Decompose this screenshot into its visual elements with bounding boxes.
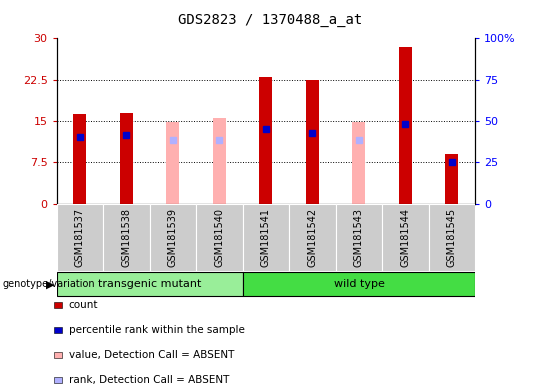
Text: GSM181540: GSM181540 bbox=[214, 208, 225, 266]
Bar bbox=[382, 204, 429, 271]
Bar bbox=[353, 122, 366, 204]
Bar bbox=[289, 204, 336, 271]
Text: GSM181541: GSM181541 bbox=[261, 208, 271, 266]
Text: wild type: wild type bbox=[334, 279, 384, 289]
Bar bbox=[196, 204, 242, 271]
Text: count: count bbox=[69, 300, 98, 310]
Bar bbox=[399, 46, 412, 204]
Text: value, Detection Call = ABSENT: value, Detection Call = ABSENT bbox=[69, 350, 234, 360]
Text: GSM181545: GSM181545 bbox=[447, 208, 457, 266]
Text: GSM181537: GSM181537 bbox=[75, 208, 85, 266]
Bar bbox=[166, 122, 179, 204]
Text: percentile rank within the sample: percentile rank within the sample bbox=[69, 325, 245, 335]
Text: rank, Detection Call = ABSENT: rank, Detection Call = ABSENT bbox=[69, 375, 229, 384]
Bar bbox=[57, 204, 103, 271]
Bar bbox=[306, 79, 319, 204]
Bar bbox=[103, 204, 150, 271]
Bar bbox=[259, 77, 273, 204]
Bar bbox=[242, 272, 475, 296]
Text: GSM181539: GSM181539 bbox=[168, 208, 178, 266]
Text: transgenic mutant: transgenic mutant bbox=[98, 279, 201, 289]
Bar bbox=[213, 118, 226, 204]
Text: GSM181543: GSM181543 bbox=[354, 208, 364, 266]
Text: GDS2823 / 1370488_a_at: GDS2823 / 1370488_a_at bbox=[178, 13, 362, 27]
Bar bbox=[336, 204, 382, 271]
Text: ▶: ▶ bbox=[45, 279, 54, 289]
Bar bbox=[429, 204, 475, 271]
Bar bbox=[57, 272, 242, 296]
Text: GSM181538: GSM181538 bbox=[122, 208, 131, 266]
Bar bbox=[150, 204, 196, 271]
Text: GSM181542: GSM181542 bbox=[307, 208, 318, 266]
Bar bbox=[73, 114, 86, 204]
Bar bbox=[242, 204, 289, 271]
Text: genotype/variation: genotype/variation bbox=[3, 279, 96, 289]
Bar bbox=[120, 113, 133, 204]
Bar bbox=[446, 154, 458, 204]
Text: GSM181544: GSM181544 bbox=[401, 208, 410, 266]
